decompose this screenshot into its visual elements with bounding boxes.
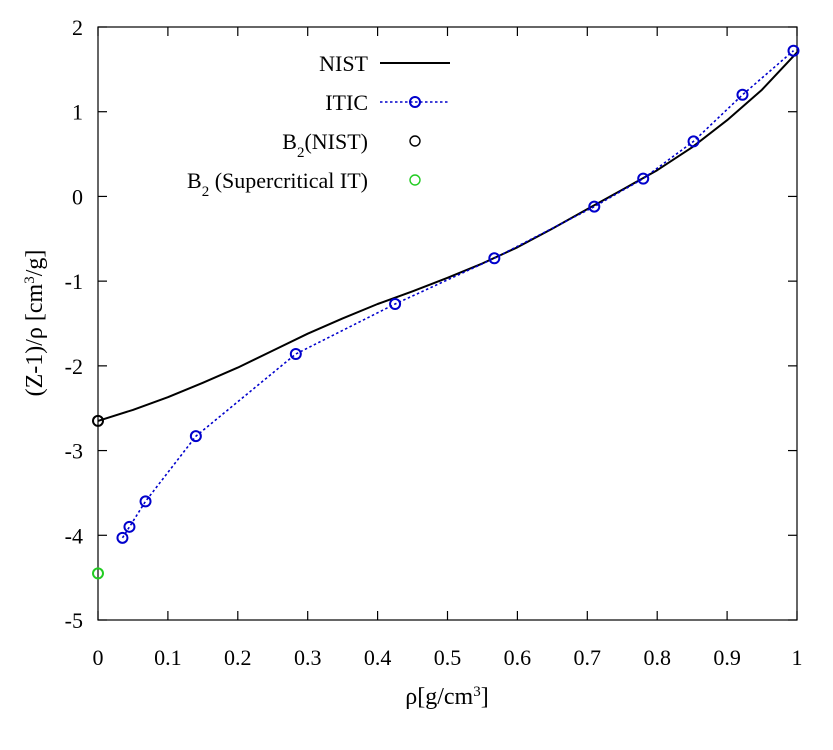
x-axis-title: ρ[g/cm3] [405, 684, 488, 710]
legend-label: ITIC [325, 90, 368, 115]
data-point [588, 200, 601, 213]
legend-label: B2(NIST) [282, 129, 368, 161]
data-point [116, 531, 129, 544]
data-point [687, 135, 700, 148]
y-tick-label: -3 [65, 439, 83, 464]
series-layer [92, 44, 800, 580]
data-point [389, 298, 402, 311]
data-point [289, 347, 302, 360]
x-tick-label: 0.9 [713, 645, 741, 670]
series-line [97, 51, 798, 422]
legend-label: NIST [319, 51, 368, 76]
x-tick-label: 0 [93, 645, 104, 670]
series-line [121, 50, 795, 539]
x-tick-label: 0.7 [574, 645, 602, 670]
x-tick-label: 0.2 [224, 645, 252, 670]
series-b2-nist- [92, 414, 104, 427]
y-tick-label: 2 [72, 15, 83, 40]
data-point [139, 495, 152, 508]
y-tick-label: 0 [72, 184, 83, 209]
plot-frame [97, 26, 798, 621]
x-tick-label: 1 [792, 645, 803, 670]
x-tick-label: 0.6 [504, 645, 532, 670]
x-tick-label: 0.1 [154, 645, 182, 670]
y-tick-label: -5 [65, 608, 83, 633]
y-tick-label: -1 [65, 269, 83, 294]
legend-marker [409, 96, 421, 108]
data-point [123, 520, 136, 533]
data-point [637, 172, 650, 185]
y-tick-label: -4 [65, 523, 83, 548]
y-tick-label: -2 [65, 354, 83, 379]
tick-labels: 0 0.1 0.2 0.3 0.4 0.5 0.6 0.7 0.8 0.9 1 -5 -4 -3 -2 -1 0… [65, 15, 803, 670]
legend-item: ITIC [325, 90, 450, 115]
legend-marker [409, 135, 421, 147]
y-tick-label: 1 [72, 100, 83, 125]
legend-item: B2 (Supercritical IT) [187, 168, 421, 200]
y-axis-title: (Z-1)/ρ [cm3/g] [22, 250, 48, 397]
legend-marker [409, 174, 421, 186]
x-tick-label: 0.3 [294, 645, 322, 670]
data-point [92, 567, 104, 580]
x-tick-label: 0.5 [434, 645, 462, 670]
x-tick-label: 0.4 [364, 645, 392, 670]
data-point [736, 88, 749, 101]
data-point [92, 414, 104, 427]
legend-item: NIST [319, 51, 450, 76]
legend-label: B2 (Supercritical IT) [187, 168, 368, 200]
data-point [189, 430, 202, 443]
legend: NIST ITIC B2(NIST) B2 (Supercritical IT) [187, 51, 450, 200]
x-tick-label: 0.8 [643, 645, 671, 670]
axis-ticks [97, 26, 798, 621]
series-itic [116, 44, 800, 544]
data-point [787, 44, 800, 57]
series-nist [97, 51, 798, 422]
legend-item: B2(NIST) [282, 129, 421, 161]
data-point [488, 252, 501, 265]
series-b2-supercritical-it- [92, 567, 104, 580]
